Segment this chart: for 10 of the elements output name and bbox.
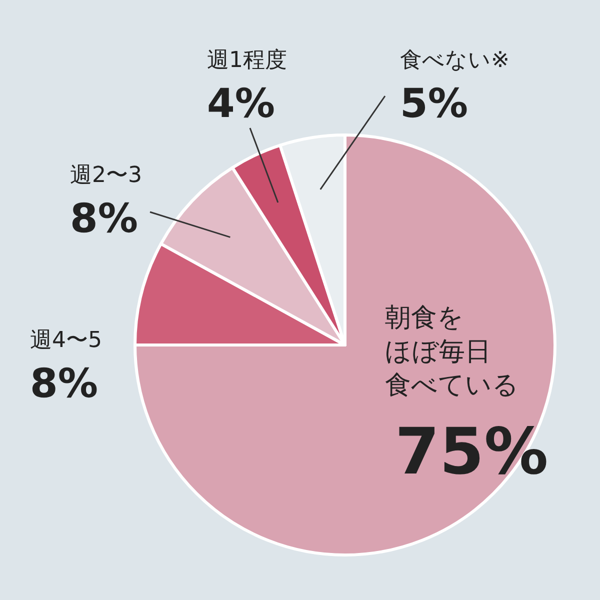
data-label: 8% xyxy=(30,361,98,407)
data-label: 5% xyxy=(400,81,468,127)
data-label: 4% xyxy=(207,81,275,127)
slice-label: 週1程度 xyxy=(207,48,287,73)
data-label: 75% xyxy=(395,416,548,490)
slice-label: 食べない※ xyxy=(400,48,510,73)
data-label: 8% xyxy=(70,196,138,242)
slice-label: 朝食をほぼ毎日食べている xyxy=(385,303,519,401)
slice-label: 週4〜5 xyxy=(30,328,102,353)
slice-label: 週2〜3 xyxy=(70,163,142,188)
